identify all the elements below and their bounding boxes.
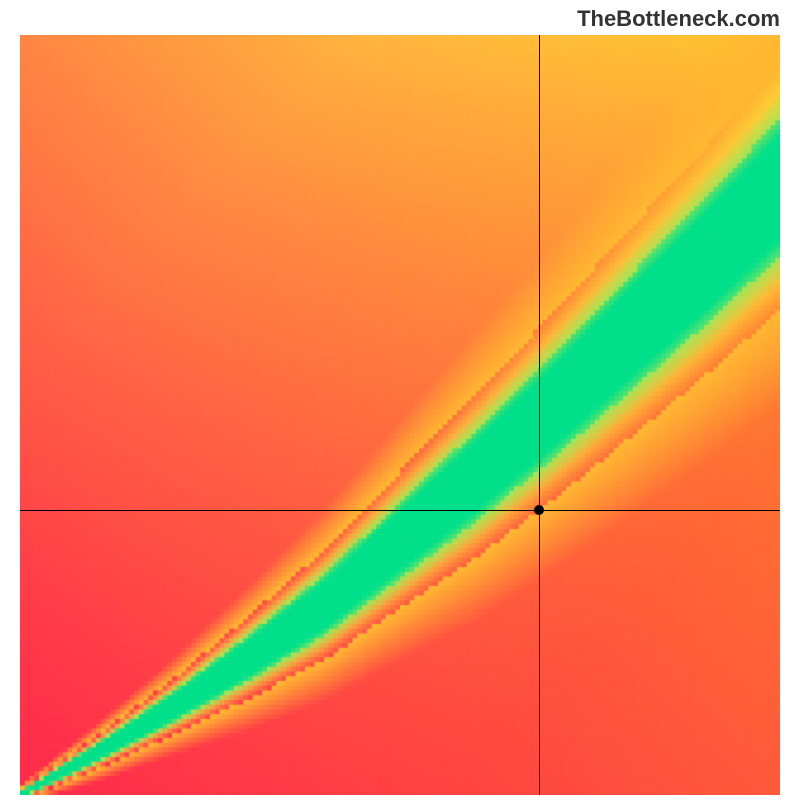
heatmap-plot (20, 35, 780, 795)
heatmap-canvas (20, 35, 780, 795)
crosshair-horizontal (20, 510, 780, 511)
watermark-text: TheBottleneck.com (577, 6, 780, 32)
crosshair-vertical (539, 35, 540, 795)
crosshair-marker (534, 505, 544, 515)
